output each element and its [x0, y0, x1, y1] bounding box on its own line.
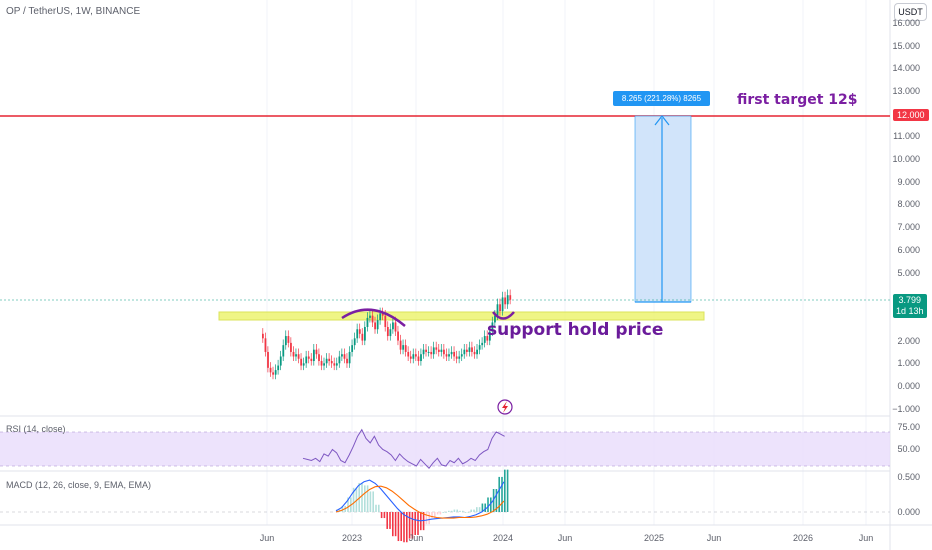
- price-axis-label: 8.000: [897, 199, 920, 210]
- price-axis-label: 13.000: [892, 85, 920, 96]
- symbol-title: OP / TetherUS, 1W, BINANCE: [6, 6, 141, 17]
- time-axis-label: Jun: [408, 533, 424, 543]
- time-axis-label: Jun: [706, 533, 722, 543]
- macd-axis-label: 0.000: [897, 507, 920, 517]
- price-axis-label: 11.000: [893, 131, 920, 142]
- measure-box[interactable]: [634, 115, 692, 303]
- top-arc-drawing[interactable]: [341, 308, 406, 327]
- rsi-title[interactable]: RSI (14, close): [6, 424, 66, 434]
- rsi-line: [302, 428, 505, 469]
- lightning-icon[interactable]: [497, 399, 513, 415]
- macd-axis-label: 0.500: [897, 472, 920, 482]
- price-axis-label: 2.000: [897, 335, 920, 346]
- countdown-value: 1d 13h: [896, 306, 924, 316]
- price-axis-label: 7.000: [897, 222, 920, 233]
- current-price-value: 3.799: [898, 295, 922, 305]
- macd-histogram: [336, 469, 509, 543]
- price-axis-label: 0.000: [897, 381, 920, 391]
- currency-button[interactable]: USDT: [894, 3, 927, 21]
- time-axis-label: Jun: [557, 533, 573, 543]
- price-axis-label: 16.000: [892, 17, 920, 28]
- price-axis-label: 10.000: [892, 154, 920, 164]
- signal-line: [335, 485, 505, 519]
- time-axis-label: 2023: [341, 533, 363, 543]
- support-zone[interactable]: [218, 311, 705, 321]
- support-annotation[interactable]: support hold price: [487, 320, 664, 340]
- price-axis-label: 14.000: [892, 63, 920, 74]
- rsi-axis-label: 75.00: [897, 422, 920, 432]
- price-candles: [262, 289, 512, 380]
- measure-label[interactable]: 8.265 (221.28%) 8265: [613, 91, 710, 106]
- macd-line: [335, 479, 505, 522]
- price-axis-label: 9.000: [897, 176, 920, 187]
- time-axis-label: 2025: [643, 533, 665, 543]
- price-axis-label: 1.000: [897, 358, 920, 369]
- rsi-axis-label: 50.00: [897, 444, 920, 454]
- price-axis-label: 5.000: [897, 267, 920, 278]
- time-axis-label: Jun: [858, 533, 874, 543]
- rsi-band: [0, 432, 890, 466]
- support-cup-drawing[interactable]: [492, 311, 515, 320]
- time-axis-label: 2024: [492, 533, 514, 543]
- target-annotation[interactable]: first target 12$: [737, 92, 858, 108]
- macd-title[interactable]: MACD (12, 26, close, 9, EMA, EMA): [6, 480, 152, 490]
- time-axis-label: 2026: [792, 533, 814, 543]
- target-price-badge: 12.000: [893, 109, 929, 121]
- price-axis-label: 6.000: [897, 244, 920, 255]
- price-axis-label: 15.000: [892, 40, 920, 51]
- current-price-badge: 3.799 1d 13h: [893, 294, 927, 318]
- price-axis-label: −1.000: [892, 403, 920, 414]
- time-axis-label: Jun: [259, 533, 275, 543]
